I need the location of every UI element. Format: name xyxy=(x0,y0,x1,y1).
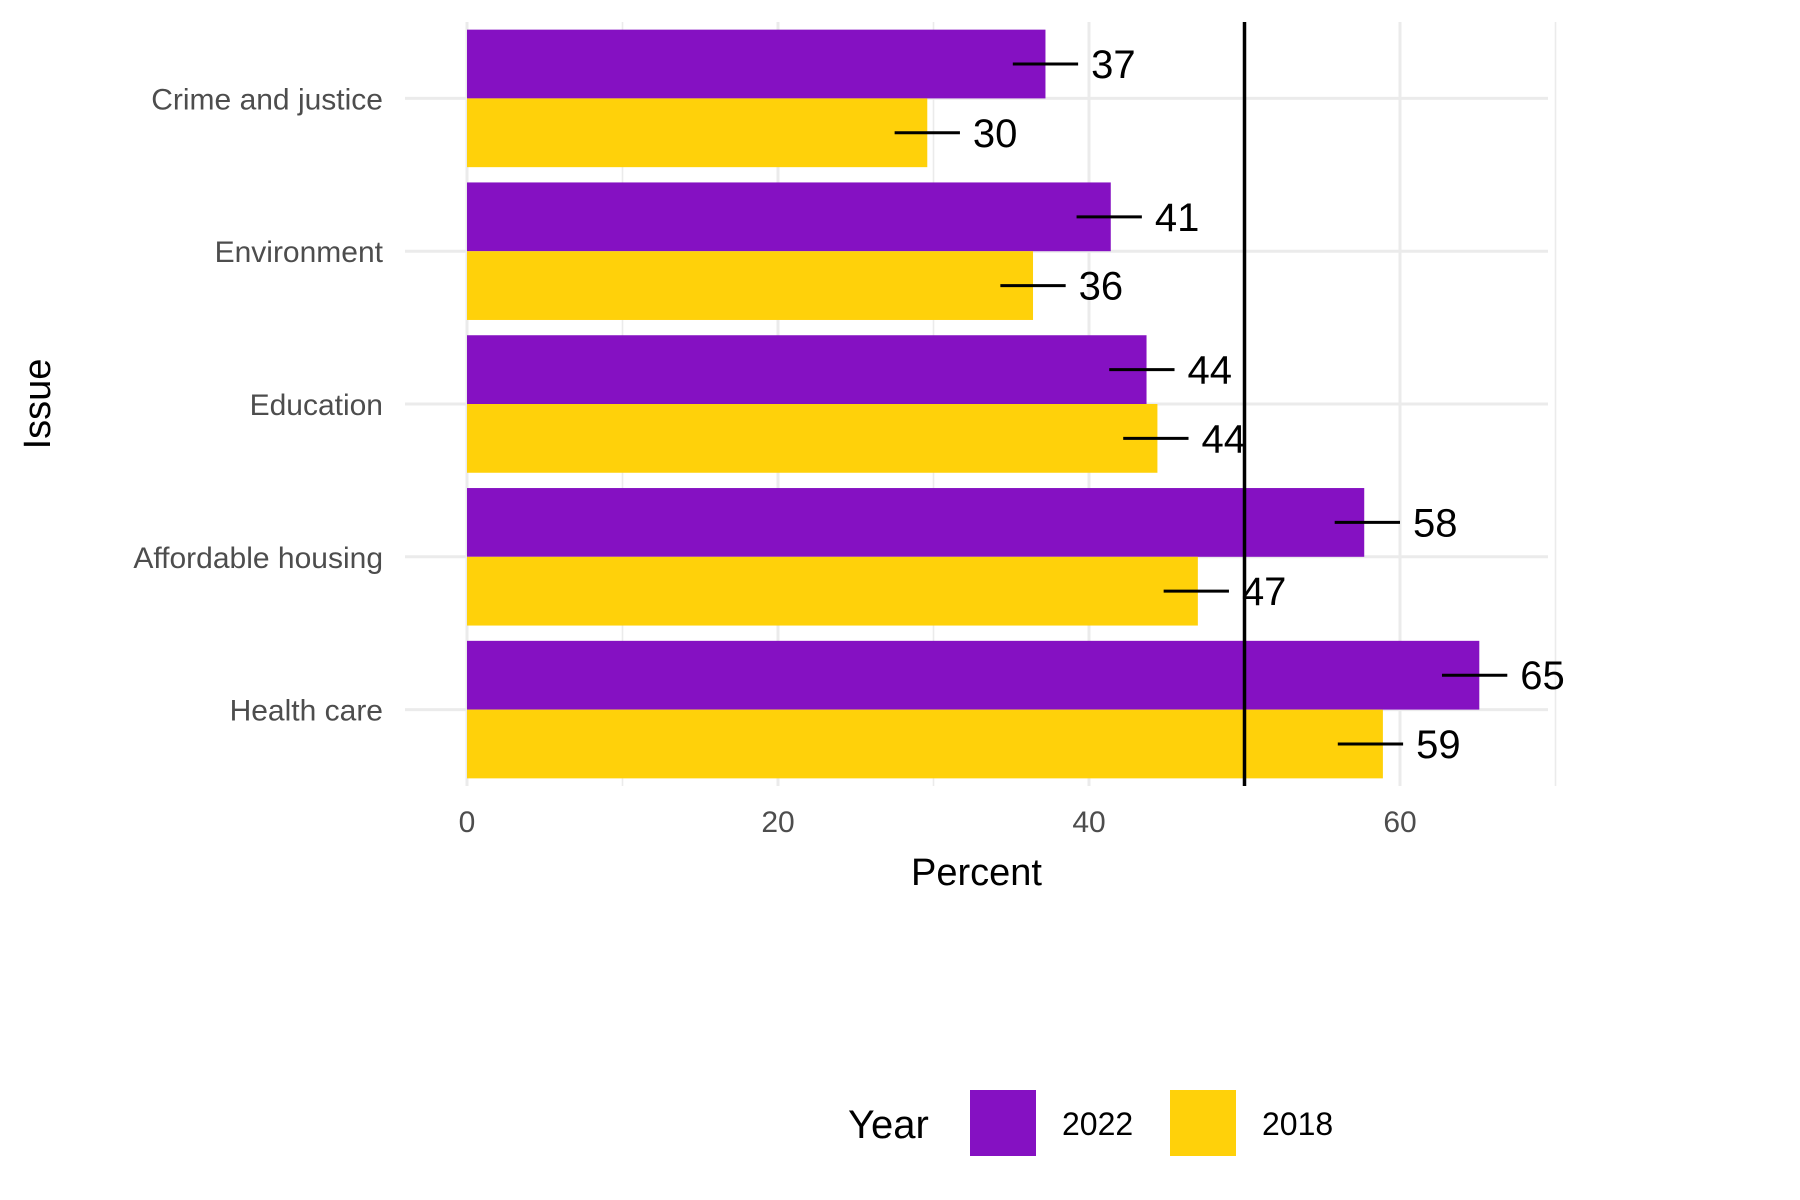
y-tick-label: Crime and justice xyxy=(151,83,383,116)
bar-2022 xyxy=(467,182,1111,252)
data-label-2018: 47 xyxy=(1242,570,1287,614)
data-label-2022: 65 xyxy=(1520,654,1565,698)
legend-label-2022: 2022 xyxy=(1062,1106,1133,1142)
bar-2018 xyxy=(467,98,928,168)
error-bar-layer xyxy=(894,62,1508,746)
data-label-2022: 41 xyxy=(1155,196,1200,240)
data-label-2018: 44 xyxy=(1202,417,1247,461)
data-label-layer: 37 30 41 36 44 44 58 47 65 59 xyxy=(973,43,1565,767)
bar-2022 xyxy=(467,29,1046,99)
legend-label-2018: 2018 xyxy=(1262,1106,1333,1142)
legend: Year 2022 2018 xyxy=(848,1090,1333,1156)
data-label-2018: 59 xyxy=(1416,723,1461,767)
x-tick-label: 20 xyxy=(761,806,794,839)
bar-2018 xyxy=(467,556,1198,626)
data-label-2018: 36 xyxy=(1079,265,1124,309)
data-label-2022: 58 xyxy=(1413,501,1458,545)
bar-2022 xyxy=(467,335,1147,404)
y-axis-title: Issue xyxy=(17,359,59,450)
data-label-2018: 30 xyxy=(973,112,1018,156)
y-tick-label: Education xyxy=(250,389,383,422)
data-label-2022: 37 xyxy=(1091,43,1136,87)
bar-2022 xyxy=(467,640,1480,710)
data-label-2022: 44 xyxy=(1188,349,1233,393)
x-axis-title: Percent xyxy=(911,852,1042,894)
legend-title: Year xyxy=(848,1103,929,1147)
bar-2022 xyxy=(467,488,1365,557)
legend-swatch-2022 xyxy=(970,1090,1036,1156)
x-tick-label: 60 xyxy=(1383,806,1416,839)
bar-2018 xyxy=(467,709,1383,779)
x-tick-label: 40 xyxy=(1072,806,1105,839)
bar-2018 xyxy=(467,251,1034,320)
y-tick-label: Affordable housing xyxy=(133,542,383,575)
bar-2018 xyxy=(467,404,1158,473)
x-tick-label: 0 xyxy=(459,806,476,839)
y-tick-label: Environment xyxy=(215,236,384,269)
axis-layer: Crime and justice Environment Education Aff… xyxy=(133,83,1416,839)
legend-swatch-2018 xyxy=(1170,1090,1236,1156)
bar-layer xyxy=(467,29,1480,779)
y-tick-label: Health care xyxy=(230,695,383,728)
